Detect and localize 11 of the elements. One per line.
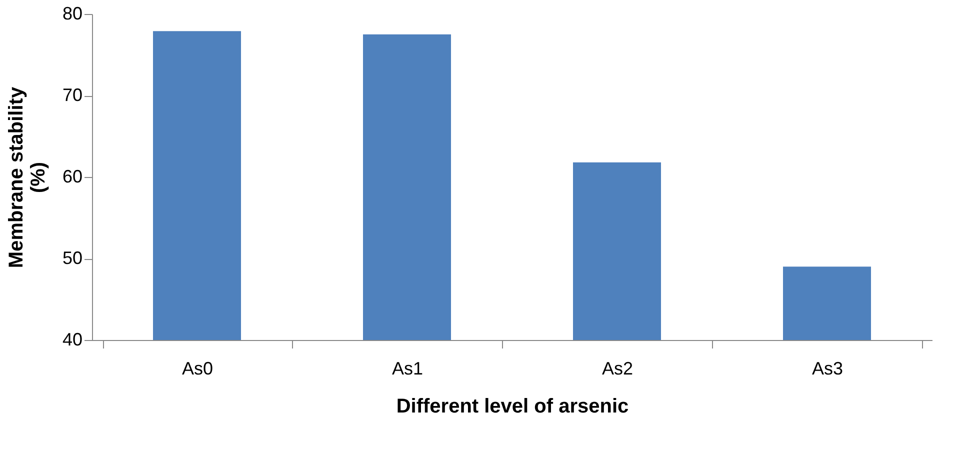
y-tick-label: 60 bbox=[62, 166, 82, 186]
x-tick-label: As2 bbox=[602, 358, 634, 378]
x-axis-title: Different level of arsenic bbox=[396, 396, 629, 418]
y-tick-label: 80 bbox=[62, 4, 82, 24]
x-tick-label: As0 bbox=[182, 358, 214, 378]
y-tick-label: 40 bbox=[62, 330, 82, 350]
y-tick-label: 70 bbox=[62, 85, 82, 105]
x-tick-label: As1 bbox=[392, 358, 424, 378]
x-tick-label: As3 bbox=[812, 358, 844, 378]
y-tick-label: 50 bbox=[62, 248, 82, 268]
y-axis-title: Membrane stability (%) bbox=[5, 86, 50, 268]
